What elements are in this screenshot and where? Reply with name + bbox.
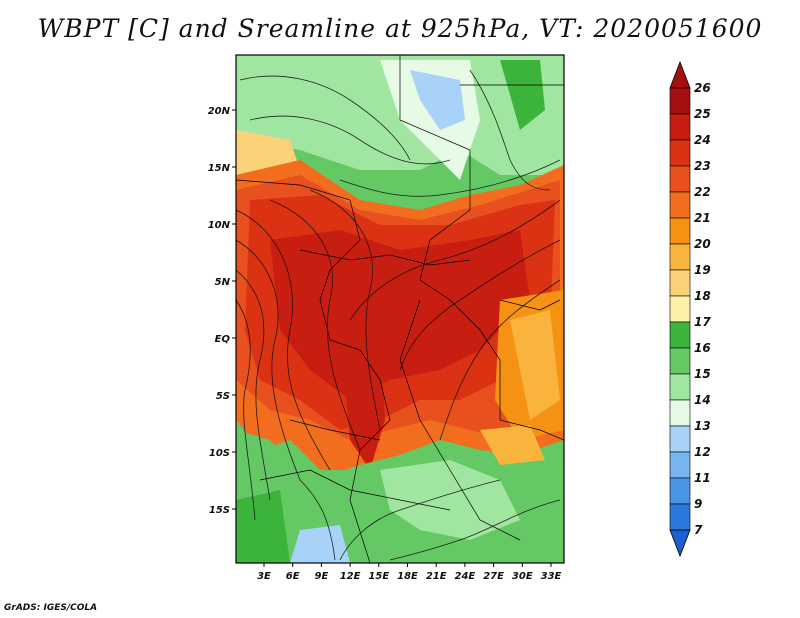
lon-tick-label: 24E — [455, 571, 476, 582]
longitude-labels: 3E 6E 9E 12E 15E 18E 21E 24E 27E 30E 33E — [257, 571, 561, 582]
colorbar-segment — [669, 321, 691, 349]
lat-tick-label: 10S — [209, 448, 230, 459]
lon-tick-label: 3E — [257, 571, 271, 582]
latitude-labels: 20N 15N 10N 5N EQ 5S 10S 15S — [208, 106, 231, 516]
lon-tick-label: 33E — [541, 571, 562, 582]
map-frame — [235, 54, 565, 564]
grads-credit: GrADS: IGES/COLA — [4, 603, 98, 613]
lon-tick-label: 6E — [286, 571, 300, 582]
colorbar-segment — [669, 269, 691, 297]
colorbar-label: 13 — [694, 419, 711, 433]
lat-tick-label: 10N — [208, 220, 231, 231]
colorbar-segment — [669, 87, 691, 115]
colorbar-segment — [669, 191, 691, 219]
colorbar-top-arrow — [669, 60, 691, 89]
lon-tick-label: 15E — [368, 571, 389, 582]
lat-tick-label: 5S — [216, 391, 230, 402]
colorbar-label: 23 — [694, 159, 711, 173]
lon-tick-label: 12E — [340, 571, 361, 582]
colorbar-label: 25 — [694, 107, 711, 121]
lat-tick-label: 15N — [208, 163, 231, 174]
lat-tick-label: EQ — [215, 334, 231, 345]
colorbar-label: 24 — [694, 133, 711, 147]
colorbar: 26 25 24 23 22 21 20 19 18 17 16 15 14 13 12 11 9 7 — [669, 60, 711, 558]
colorbar-label: 7 — [694, 523, 703, 537]
colorbar-label: 17 — [694, 315, 711, 329]
colorbar-label: 22 — [694, 185, 711, 199]
lon-tick-label: 21E — [426, 571, 447, 582]
colorbar-segment — [669, 477, 691, 505]
map-title: WBPT [C] and Sreamline at 925hPa, VT: 20… — [37, 14, 763, 43]
colorbar-label: 21 — [694, 211, 711, 225]
colorbar-label: 14 — [694, 393, 711, 407]
colorbar-label: 15 — [694, 367, 711, 381]
colorbar-label: 18 — [694, 289, 711, 303]
axis-ticks — [232, 109, 552, 567]
colorbar-segment — [669, 503, 691, 531]
colorbar-segment — [669, 373, 691, 401]
lon-tick-label: 18E — [397, 571, 418, 582]
colorbar-label: 12 — [694, 445, 711, 459]
colorbar-bottom-arrow — [669, 529, 691, 558]
colorbar-segment — [669, 295, 691, 323]
colorbar-segment — [669, 399, 691, 427]
colorbar-label: 20 — [694, 237, 711, 251]
colorbar-label: 19 — [694, 263, 711, 277]
lon-tick-label: 9E — [315, 571, 329, 582]
colorbar-segment — [669, 165, 691, 193]
colorbar-label: 9 — [694, 497, 702, 511]
colorbar-segment — [669, 113, 691, 141]
colorbar-segment — [669, 243, 691, 271]
lat-tick-label: 15S — [209, 505, 230, 516]
colorbar-label: 11 — [694, 471, 711, 485]
lat-tick-label: 20N — [208, 106, 231, 117]
colorbar-segment — [669, 425, 691, 453]
wbpt-field — [236, 55, 564, 563]
colorbar-label: 16 — [694, 341, 711, 355]
lat-tick-label: 5N — [215, 277, 231, 288]
colorbar-segment — [669, 451, 691, 479]
colorbar-segment — [669, 217, 691, 245]
colorbar-label: 26 — [694, 81, 711, 95]
colorbar-segment — [669, 347, 691, 375]
lon-tick-label: 27E — [483, 571, 504, 582]
colorbar-segment — [669, 139, 691, 167]
lon-tick-label: 30E — [512, 571, 533, 582]
